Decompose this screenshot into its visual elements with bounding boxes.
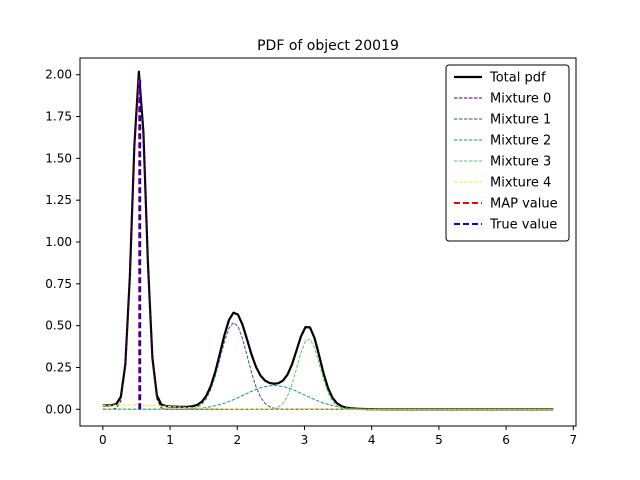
y-tick-label: 0.25: [45, 360, 72, 374]
legend: Total pdf Mixture 0 Mixture 1 Mixture 2 Mixt…: [445, 64, 570, 242]
x-tick-label: 7: [569, 433, 577, 447]
legend-label: Mixture 1: [490, 113, 551, 128]
legend-label: Mixture 3: [490, 155, 551, 170]
plot-area: [102, 70, 554, 411]
x-tick-label: 0: [99, 433, 107, 447]
legend-label: Mixture 0: [490, 92, 551, 107]
y-tick-label: 2.00: [45, 68, 72, 82]
y-tick-label: 1.00: [45, 235, 72, 249]
x-tick-label: 4: [368, 433, 376, 447]
x-tick-label: 3: [301, 433, 309, 447]
y-tick-label: 0.75: [45, 277, 72, 291]
y-tick-label: 0.50: [45, 319, 72, 333]
x-tick-label: 2: [233, 433, 241, 447]
y-tick-label: 1.25: [45, 193, 72, 207]
legend-label: Total pdf: [489, 71, 546, 86]
legend-label: Mixture 2: [490, 134, 551, 149]
y-tick-label: 0.00: [45, 402, 72, 416]
y-tick-label: 1.50: [45, 151, 72, 165]
legend-label: True value: [489, 218, 557, 233]
axes: 0 1 2 3 4 5 6 7 0.00 0.25 0.50 0.75 1.00 1.25 1.50 1.75…: [45, 57, 577, 447]
x-tick-label: 6: [502, 433, 510, 447]
x-tick-label: 1: [166, 433, 174, 447]
legend-label: MAP value: [490, 197, 558, 212]
y-tick-label: 1.75: [45, 110, 72, 124]
legend-label: Mixture 4: [490, 176, 551, 191]
legend-box: [445, 64, 570, 242]
chart-title: PDF of object 20019: [257, 38, 399, 54]
series-mixture-4: [102, 404, 554, 410]
x-tick-label: 5: [435, 433, 443, 447]
